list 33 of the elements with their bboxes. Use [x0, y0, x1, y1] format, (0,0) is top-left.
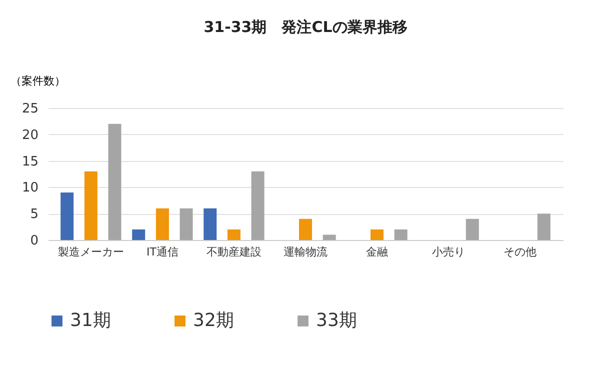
- bar: [60, 192, 74, 240]
- y-tick-label: 15: [22, 154, 38, 170]
- bar: [537, 214, 550, 240]
- y-tick-label: 10: [22, 180, 38, 196]
- bar: [180, 208, 193, 240]
- legend-label: 31期: [70, 310, 111, 331]
- bar: [299, 218, 312, 240]
- chart-title: 31-33期 発注CLの業界推移: [204, 18, 408, 36]
- bar: [84, 171, 98, 240]
- bar: [322, 234, 336, 240]
- x-tick-label: 不動産建設: [206, 246, 262, 258]
- y-tick-label: 0: [30, 234, 38, 248]
- y-tick-label: 20: [22, 128, 38, 143]
- x-tick-label: 小売り: [432, 246, 466, 258]
- bar: [466, 218, 479, 240]
- x-tick-label: その他: [504, 246, 537, 258]
- bar: [251, 171, 264, 240]
- x-tick-label: 金融: [366, 246, 388, 258]
- bar: [204, 208, 217, 240]
- y-tick-label: 5: [30, 207, 38, 222]
- x-tick-label: 製造メーカー: [58, 246, 124, 258]
- y-tick-label: 25: [22, 102, 38, 116]
- bar: [132, 229, 146, 240]
- y-axis-title: （案件数）: [10, 74, 66, 88]
- legend-label: 32期: [193, 310, 234, 331]
- x-tick-label: 運輸物流: [284, 246, 328, 258]
- bar: [108, 124, 122, 240]
- bar: [370, 229, 384, 240]
- legend-label: 33期: [316, 310, 357, 331]
- bar: [394, 229, 408, 240]
- x-tick-label: IT通信: [146, 246, 178, 258]
- bar: [156, 208, 169, 240]
- bar: [227, 229, 240, 240]
